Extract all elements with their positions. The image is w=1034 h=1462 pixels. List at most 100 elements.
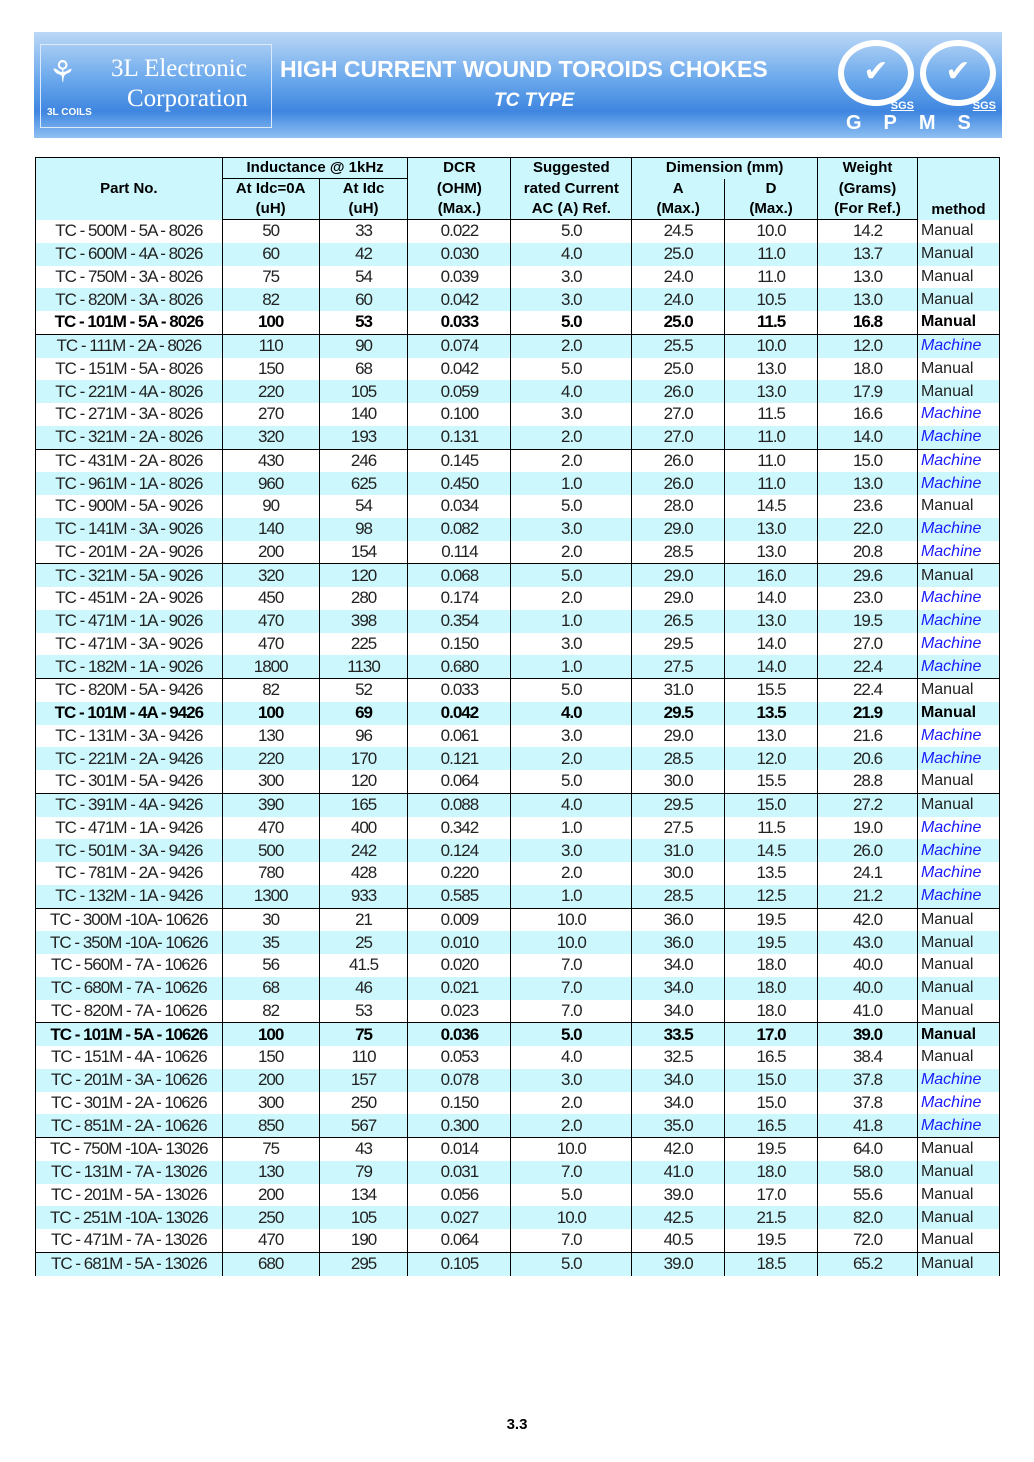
cell-dimension-d: 11.5 — [724, 403, 819, 426]
cell-dimension-a: 30.0 — [631, 770, 726, 794]
cell-dcr: 0.022 — [407, 219, 512, 243]
cell-part-no: TC - 131M - 7A - 13026 — [35, 1160, 223, 1184]
cell-part-no: TC - 900M - 5A - 9026 — [35, 495, 223, 518]
cell-inductance-idc0: 500 — [221, 839, 320, 862]
cell-weight: 21.6 — [817, 724, 918, 748]
cell-rated-current: 2.0 — [510, 425, 633, 450]
table-row: TC - 471M - 7A - 13026 470 190 0.064 7.0 40.5… — [35, 1229, 1001, 1253]
table-row: TC - 560M - 7A - 10626 56 41.5 0.020 7.0 34.0… — [35, 954, 1001, 977]
cell-weight: 29.6 — [817, 563, 918, 587]
cell-dimension-d: 18.0 — [724, 1160, 819, 1184]
cell-method: Manual — [916, 701, 1001, 725]
cell-inductance-idc0: 780 — [221, 862, 320, 885]
cell-rated-current: 3.0 — [510, 517, 633, 541]
cell-inductance-idc0: 220 — [221, 380, 320, 403]
cell-part-no: TC - 321M - 2A - 8026 — [35, 425, 223, 450]
cell-weight: 16.6 — [817, 403, 918, 426]
cell-dimension-d: 13.0 — [724, 609, 819, 633]
cell-weight: 19.5 — [817, 609, 918, 633]
cell-dimension-a: 31.0 — [631, 678, 726, 702]
cell-inductance-idc0: 68 — [221, 976, 320, 1000]
cell-weight: 18.0 — [817, 357, 918, 381]
cell-inductance-idc: 134 — [318, 1183, 409, 1207]
cell-inductance-idc: 933 — [318, 884, 409, 909]
cell-dimension-a: 29.0 — [631, 587, 726, 610]
cell-dcr: 0.074 — [407, 334, 512, 358]
cell-weight: 24.1 — [817, 862, 918, 885]
cell-method: Machine — [916, 747, 1001, 770]
header-a-max: (Max.) — [631, 199, 726, 220]
cell-inductance-idc: 295 — [318, 1252, 409, 1276]
cell-dimension-d: 15.5 — [724, 770, 819, 794]
cell-dimension-a: 33.5 — [631, 1022, 726, 1046]
cell-dimension-a: 25.0 — [631, 311, 726, 335]
cell-method: Machine — [916, 862, 1001, 885]
cell-dimension-a: 25.0 — [631, 357, 726, 381]
cell-dimension-a: 28.5 — [631, 747, 726, 770]
cell-part-no: TC - 961M - 1A - 8026 — [35, 472, 223, 495]
cell-inductance-idc: 165 — [318, 793, 409, 817]
cell-method: Manual — [916, 1183, 1001, 1207]
cell-weight: 19.0 — [817, 816, 918, 840]
table-row: TC - 471M - 1A - 9026 470 398 0.354 1.0 26.5 1… — [35, 609, 1001, 633]
cell-dimension-a: 29.0 — [631, 517, 726, 541]
cell-dcr: 0.031 — [407, 1160, 512, 1184]
cell-inductance-idc: 43 — [318, 1137, 409, 1161]
cell-part-no: TC - 600M - 4A - 8026 — [35, 242, 223, 266]
cell-weight: 40.0 — [817, 976, 918, 1000]
cell-dimension-d: 17.0 — [724, 1022, 819, 1046]
cell-dimension-a: 24.5 — [631, 219, 726, 243]
cell-method: Machine — [916, 334, 1001, 358]
header-grams: (Grams) — [817, 178, 918, 199]
header-dcr: DCR — [407, 157, 512, 179]
cell-dimension-a: 41.0 — [631, 1160, 726, 1184]
cell-part-no: TC - 141M - 3A - 9026 — [35, 517, 223, 541]
table-row: TC - 300M -10A- 10626 30 21 0.009 10.0 36.0 19… — [35, 908, 1001, 932]
cell-part-no: TC - 151M - 4A - 10626 — [35, 1046, 223, 1069]
cell-dimension-d: 12.0 — [724, 747, 819, 770]
cell-inductance-idc0: 250 — [221, 1206, 320, 1229]
cell-rated-current: 2.0 — [510, 334, 633, 358]
company-name-line1: 3L Electronic — [111, 55, 247, 82]
gpms-label: GPMS — [846, 112, 993, 134]
header-part-no: Part No. — [35, 157, 223, 220]
cell-rated-current: 5.0 — [510, 219, 633, 243]
cell-method: Machine — [916, 517, 1001, 541]
cell-inductance-idc0: 75 — [221, 1137, 320, 1161]
cell-rated-current: 7.0 — [510, 1229, 633, 1253]
specification-table: Part No. Inductance @ 1kHz DCR Suggested… — [35, 157, 1001, 1276]
cell-dimension-d: 18.0 — [724, 976, 819, 1000]
cell-rated-current: 4.0 — [510, 793, 633, 817]
table-row: TC - 271M - 3A - 8026 270 140 0.100 3.0 27.0 1… — [35, 403, 1001, 426]
cell-dimension-a: 36.0 — [631, 931, 726, 954]
cell-inductance-idc: 98 — [318, 517, 409, 541]
cell-weight: 37.8 — [817, 1068, 918, 1092]
cell-rated-current: 5.0 — [510, 357, 633, 381]
cell-weight: 38.4 — [817, 1046, 918, 1069]
cell-inductance-idc0: 30 — [221, 908, 320, 932]
header-at-idc0: At Idc=0A — [221, 178, 320, 199]
cell-method: Manual — [916, 1206, 1001, 1229]
cell-dcr: 0.220 — [407, 862, 512, 885]
cell-part-no: TC - 201M - 2A - 9026 — [35, 540, 223, 565]
cell-dcr: 0.585 — [407, 884, 512, 909]
cell-dimension-d: 16.0 — [724, 563, 819, 587]
table-row: TC - 471M - 3A - 9026 470 225 0.150 3.0 29.5 1… — [35, 632, 1001, 656]
header-d-max: (Max.) — [724, 199, 819, 220]
cell-dimension-d: 14.0 — [724, 655, 819, 680]
table-row: TC - 750M -10A- 13026 75 43 0.014 10.0 42.0 19… — [35, 1137, 1001, 1161]
header-dimension: Dimension (mm) — [631, 157, 819, 179]
cell-dimension-a: 28.0 — [631, 495, 726, 518]
table-row: TC - 321M - 2A - 8026 320 193 0.131 2.0 27.0 1… — [35, 425, 1001, 450]
cell-dcr: 0.354 — [407, 609, 512, 633]
cell-method: Manual — [916, 976, 1001, 1000]
cell-rated-current: 5.0 — [510, 311, 633, 335]
cell-weight: 20.8 — [817, 540, 918, 565]
cell-dimension-d: 14.0 — [724, 587, 819, 610]
cell-inductance-idc0: 100 — [221, 701, 320, 725]
cell-dimension-d: 11.0 — [724, 449, 819, 473]
cell-inductance-idc: 75 — [318, 1022, 409, 1046]
cell-inductance-idc0: 82 — [221, 288, 320, 311]
cell-part-no: TC - 271M - 3A - 8026 — [35, 403, 223, 426]
cell-inductance-idc0: 470 — [221, 609, 320, 633]
